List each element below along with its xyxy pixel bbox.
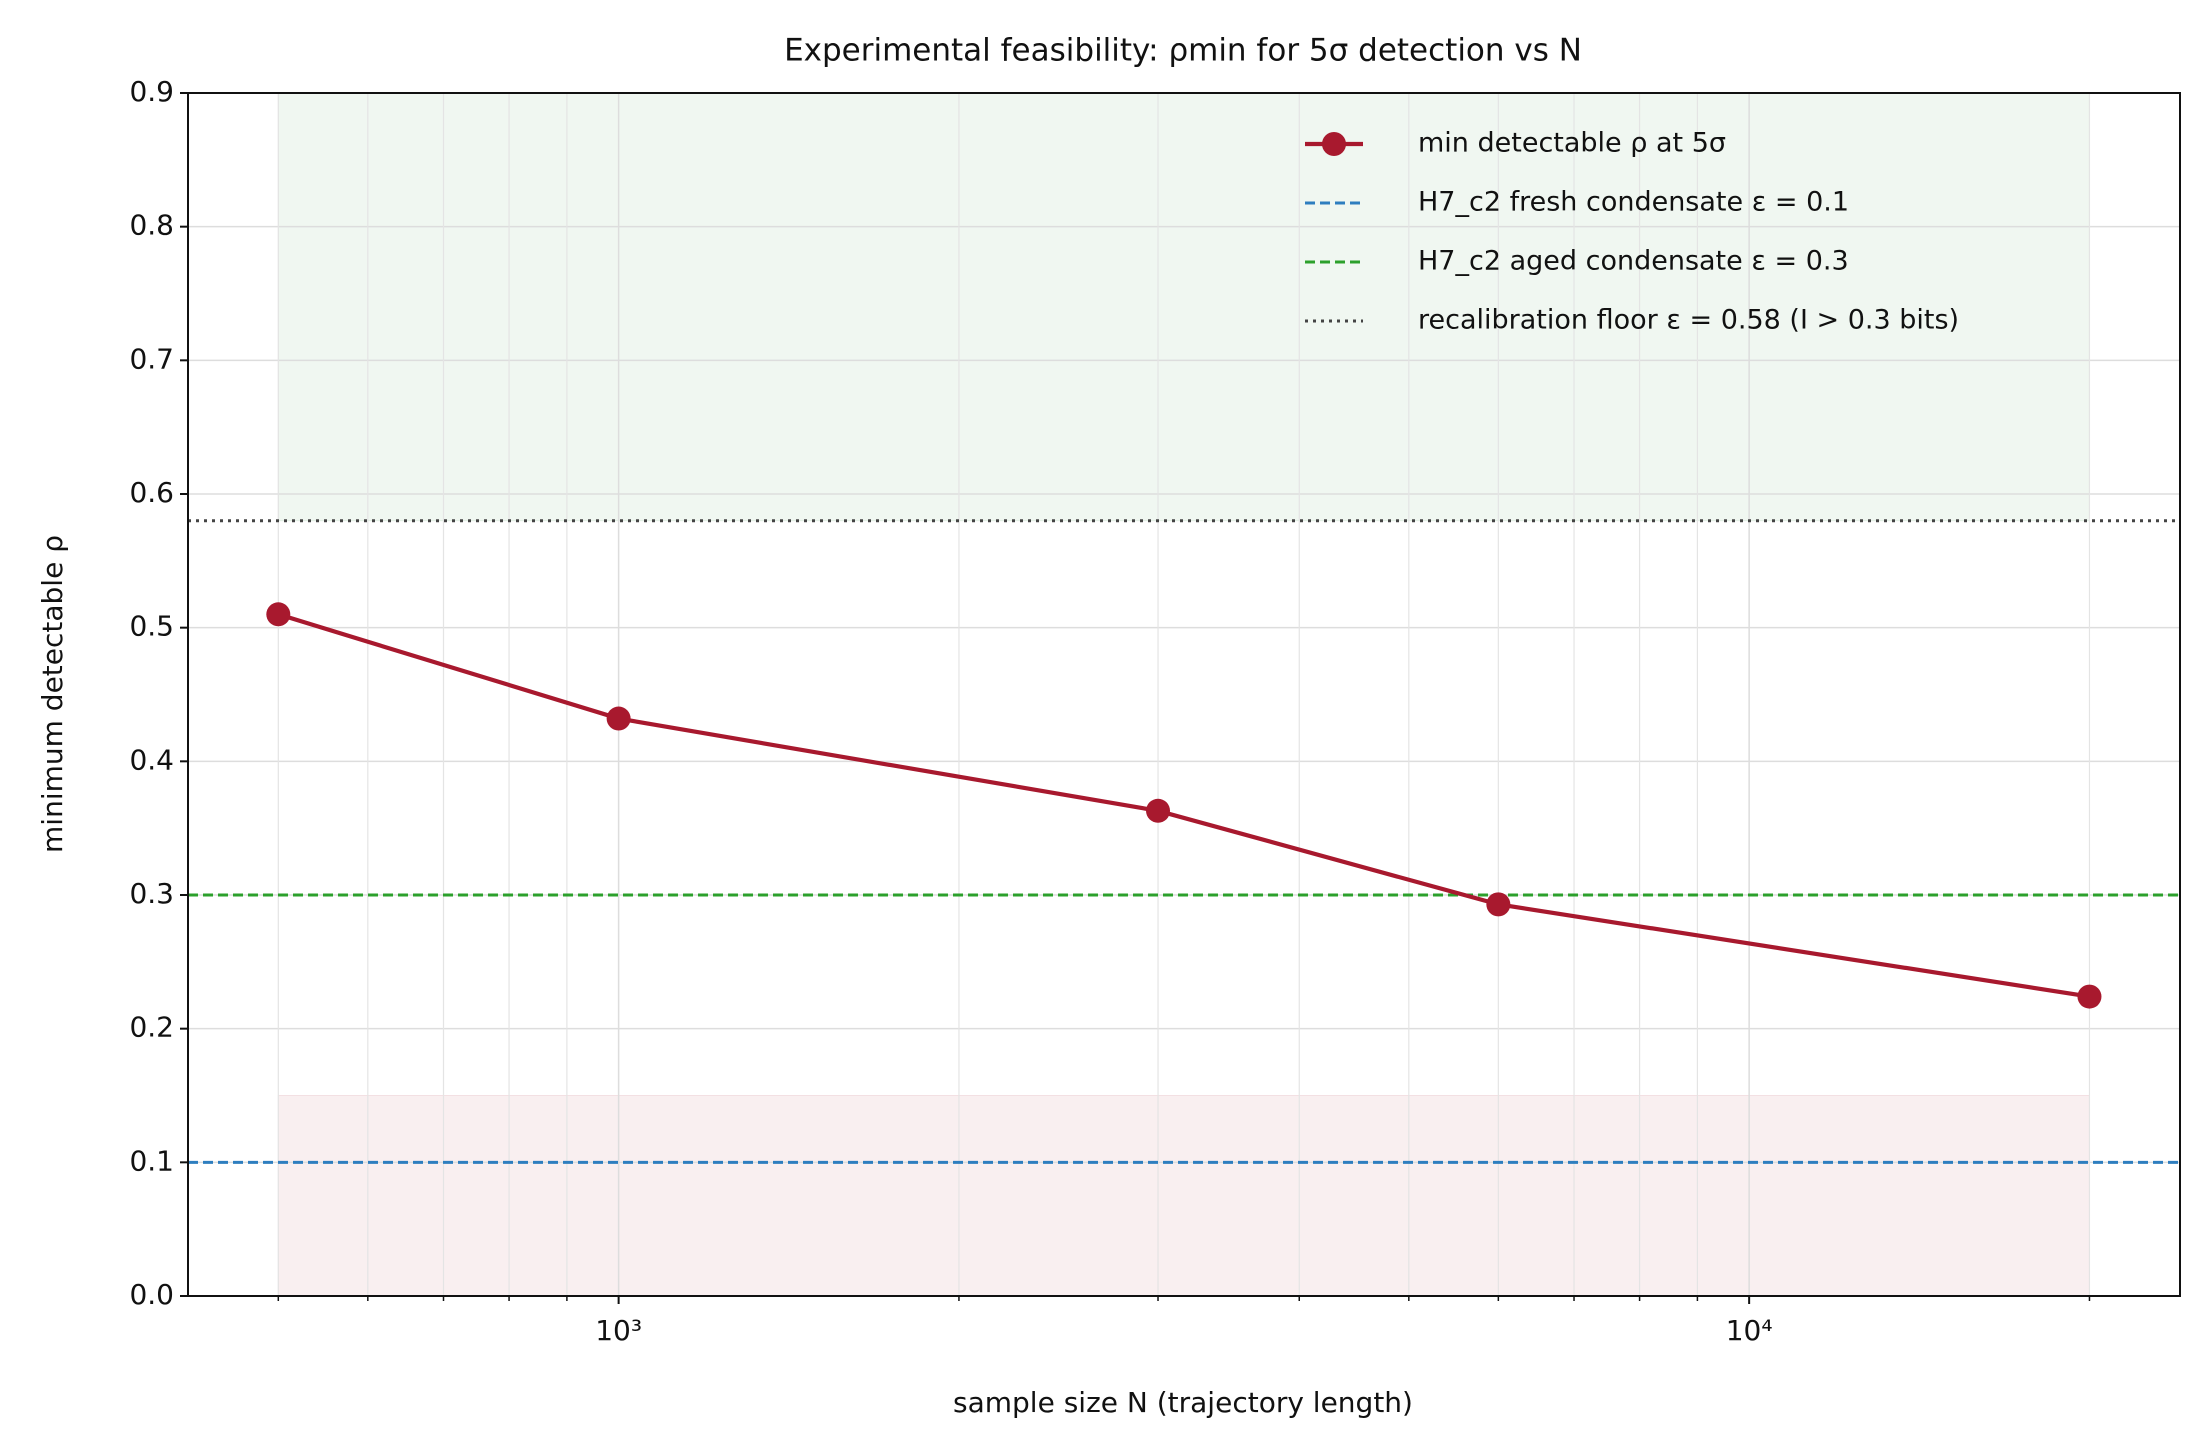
shaded-region [277,92,2090,522]
y-tick-label: 0.5 [129,610,174,643]
y-tick-label: 0.1 [129,1144,174,1177]
x-axis-label: sample size N (trajectory length) [953,1386,1413,1419]
x-tick-label: 10⁴ [1726,1314,1773,1347]
y-tick-label: 0.6 [129,476,174,509]
y-tick-label: 0.3 [129,877,174,910]
y-tick-label: 0.2 [129,1011,174,1044]
legend-label: recalibration floor ε = 0.58 (I > 0.3 bi… [1418,305,1959,336]
legend-label: min detectable ρ at 5σ [1418,128,1726,159]
x-tick-label: 10³ [595,1314,642,1347]
y-tick-label: 0.7 [129,342,174,375]
plot-frame [187,92,2181,1297]
y-tick-label: 0.9 [129,75,174,108]
data-point [2077,984,2102,1009]
legend-label: H7_c2 fresh condensate ε = 0.1 [1418,187,1849,218]
legend-marker [1322,132,1346,156]
data-point [266,602,291,627]
shaded-region [277,1095,2090,1297]
legend-label: H7_c2 aged condensate ε = 0.3 [1418,246,1849,277]
y-tick-label: 0.8 [129,209,174,242]
series-line [277,612,2090,999]
y-tick-label: 0.0 [129,1278,174,1311]
data-point [1146,798,1171,823]
data-point [606,706,631,731]
y-axis-label: minimum detectable ρ [36,535,69,853]
chart-title: Experimental feasibility: ρmin for 5σ de… [784,33,1582,69]
data-point [1486,892,1511,917]
y-tick-label: 0.4 [129,743,174,776]
